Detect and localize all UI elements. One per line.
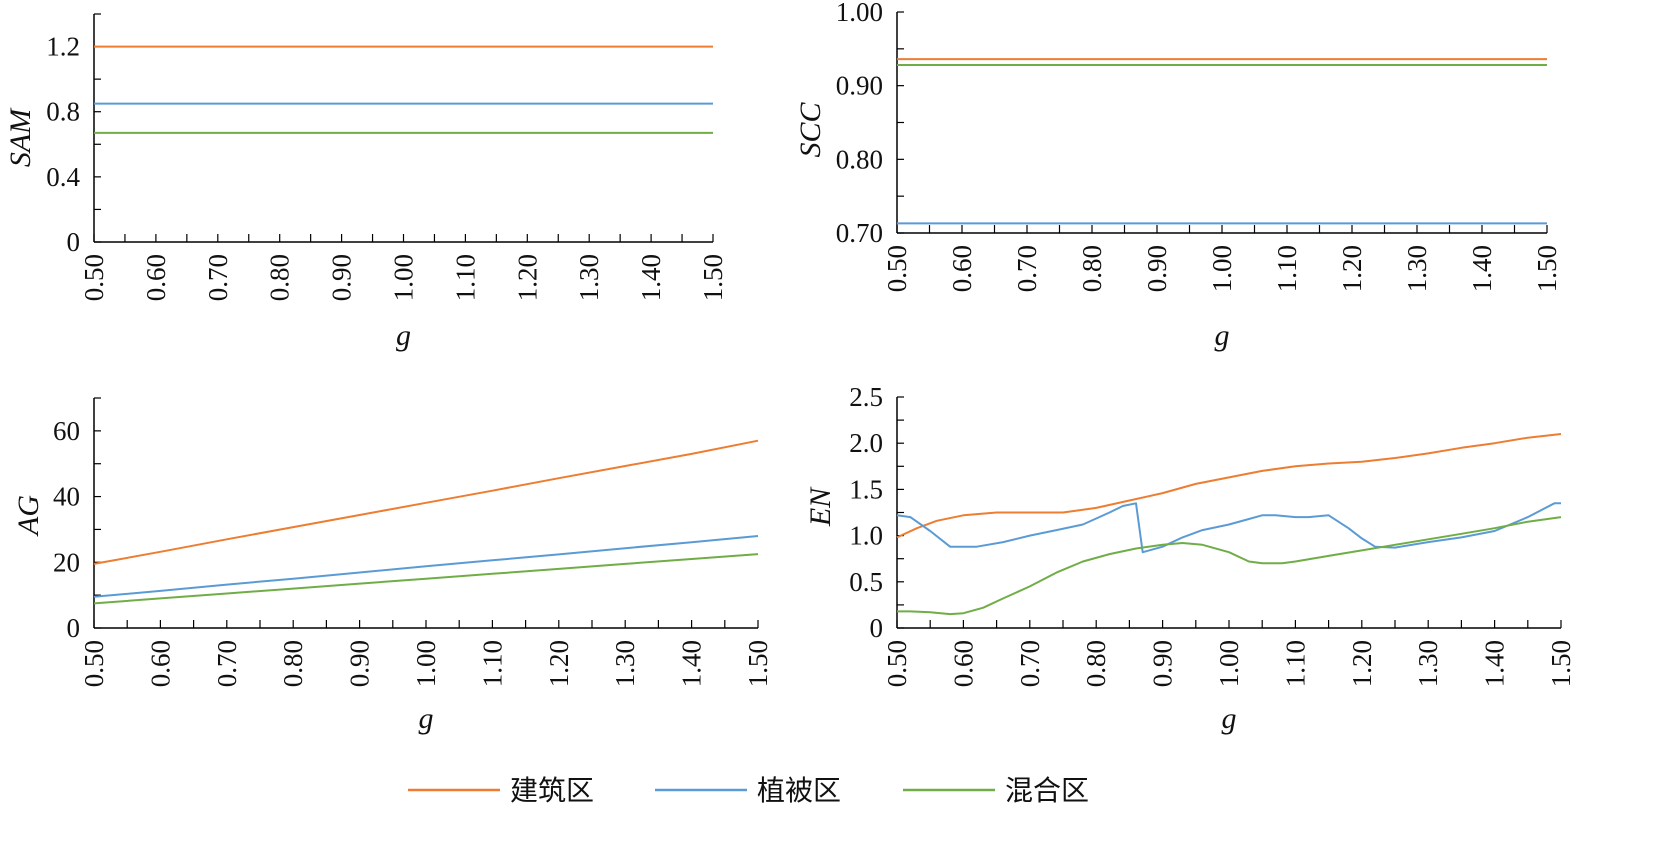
x-tick-label: 1.20 bbox=[1347, 640, 1377, 687]
y-tick-label: 60 bbox=[53, 416, 80, 446]
x-tick-label: 0.90 bbox=[327, 254, 357, 301]
x-tick-label: 1.40 bbox=[1480, 640, 1510, 687]
x-tick-label: 0.50 bbox=[882, 245, 912, 292]
x-tick-label: 1.00 bbox=[1214, 640, 1244, 687]
y-tick-label: 0.80 bbox=[836, 144, 883, 174]
x-tick-label: 1.10 bbox=[477, 640, 507, 687]
x-tick-label: 0.50 bbox=[79, 254, 109, 301]
y-axis-label: EN bbox=[804, 486, 837, 527]
legend-label: 建筑区 bbox=[510, 774, 594, 807]
series-line-3 bbox=[93, 553, 759, 605]
y-tick-label: 2.5 bbox=[849, 382, 883, 412]
x-tick-label: 1.00 bbox=[1207, 245, 1237, 292]
y-tick-label: 1.0 bbox=[849, 521, 883, 551]
x-tick-label: 1.20 bbox=[544, 640, 574, 687]
x-tick-label: 0.70 bbox=[203, 254, 233, 301]
y-tick-label: 0 bbox=[870, 613, 884, 643]
series-line-1 bbox=[896, 433, 1562, 539]
x-axis-label: g bbox=[1222, 702, 1237, 735]
y-tick-label: 0.90 bbox=[836, 71, 883, 101]
x-tick-label: 0.50 bbox=[882, 640, 912, 687]
x-tick-label: 0.80 bbox=[278, 640, 308, 687]
x-tick-label: 1.40 bbox=[677, 640, 707, 687]
y-tick-label: 0.8 bbox=[46, 97, 80, 127]
x-tick-label: 1.50 bbox=[1546, 640, 1576, 687]
y-tick-label: 1.2 bbox=[46, 32, 80, 62]
panel-ag: 0 20 40 60 0.50 0.60 0.70 0.80 0.90 1.00 1.10 1.20 1… bbox=[12, 397, 773, 735]
x-tick-label: 0.70 bbox=[1015, 640, 1045, 687]
panel-sam: 0 0.4 0.8 1.2 0.50 0.60 0.70 0.80 0.90 1.00 1.10 1.… bbox=[4, 13, 728, 352]
x-tick-label: 0.60 bbox=[141, 254, 171, 301]
x-tick-label: 0.80 bbox=[265, 254, 295, 301]
y-tick-label: 1.5 bbox=[849, 474, 883, 504]
y-tick-label: 40 bbox=[53, 482, 80, 512]
series-line-2 bbox=[896, 502, 1561, 554]
x-tick-label: 1.20 bbox=[512, 254, 542, 301]
x-tick-label: 1.10 bbox=[1272, 245, 1302, 292]
x-tick-label: 1.00 bbox=[411, 640, 441, 687]
y-axis-label: SAM bbox=[4, 107, 37, 167]
x-tick-label: 1.50 bbox=[1532, 245, 1562, 292]
series-line-3 bbox=[897, 516, 1562, 616]
x-tick-label: 0.90 bbox=[345, 640, 375, 687]
x-tick-label: 1.50 bbox=[743, 640, 773, 687]
x-tick-label: 1.10 bbox=[1280, 640, 1310, 687]
x-tick-label: 0.60 bbox=[145, 640, 175, 687]
x-tick-label: 0.60 bbox=[947, 245, 977, 292]
x-axis-label: g bbox=[396, 319, 411, 352]
x-tick-label: 0.70 bbox=[212, 640, 242, 687]
legend-label: 混合区 bbox=[1005, 774, 1089, 807]
x-axis-label: g bbox=[1215, 319, 1230, 352]
x-tick-label: 1.40 bbox=[1467, 245, 1497, 292]
y-tick-label: 20 bbox=[53, 547, 80, 577]
x-axis-label: g bbox=[419, 702, 434, 735]
x-tick-label: 1.10 bbox=[450, 254, 480, 301]
legend: 建筑区 植被区 混合区 bbox=[408, 774, 1089, 807]
y-tick-label: 0.70 bbox=[836, 218, 883, 248]
y-axis-label: AG bbox=[12, 495, 45, 537]
x-tick-label: 0.70 bbox=[1012, 245, 1042, 292]
y-tick-label: 1.00 bbox=[836, 0, 883, 27]
x-tick-label: 0.50 bbox=[79, 640, 109, 687]
panel-en: 0 0.5 1.0 1.5 2.0 2.5 0.50 0.60 0.70 0.80 0.90 1.00… bbox=[804, 382, 1576, 735]
y-tick-label: 0.5 bbox=[849, 567, 883, 597]
y-tick-label: 0.4 bbox=[46, 162, 80, 192]
x-tick-label: 1.30 bbox=[1413, 640, 1443, 687]
x-tick-label: 1.30 bbox=[574, 254, 604, 301]
x-tick-label: 0.90 bbox=[1148, 640, 1178, 687]
y-axis-label: SCC bbox=[794, 102, 827, 158]
y-tick-label: 0 bbox=[67, 227, 81, 257]
x-tick-label: 1.30 bbox=[1402, 245, 1432, 292]
x-tick-label: 1.50 bbox=[698, 254, 728, 301]
x-tick-label: 1.20 bbox=[1337, 245, 1367, 292]
x-tick-label: 0.80 bbox=[1077, 245, 1107, 292]
x-tick-label: 0.60 bbox=[948, 640, 978, 687]
x-tick-label: 1.40 bbox=[636, 254, 666, 301]
legend-label: 植被区 bbox=[757, 774, 841, 807]
series-line-2 bbox=[93, 535, 759, 598]
x-tick-label: 1.30 bbox=[610, 640, 640, 687]
y-tick-label: 2.0 bbox=[849, 428, 883, 458]
x-tick-label: 1.00 bbox=[389, 254, 419, 301]
x-tick-label: 0.90 bbox=[1142, 245, 1172, 292]
y-tick-label: 0 bbox=[67, 613, 81, 643]
panel-scc: 0.70 0.80 0.90 1.00 0.50 0.60 0.70 0.80 0.90 1.00… bbox=[794, 0, 1562, 352]
series-line-1 bbox=[93, 439, 759, 565]
x-tick-label: 0.80 bbox=[1081, 640, 1111, 687]
